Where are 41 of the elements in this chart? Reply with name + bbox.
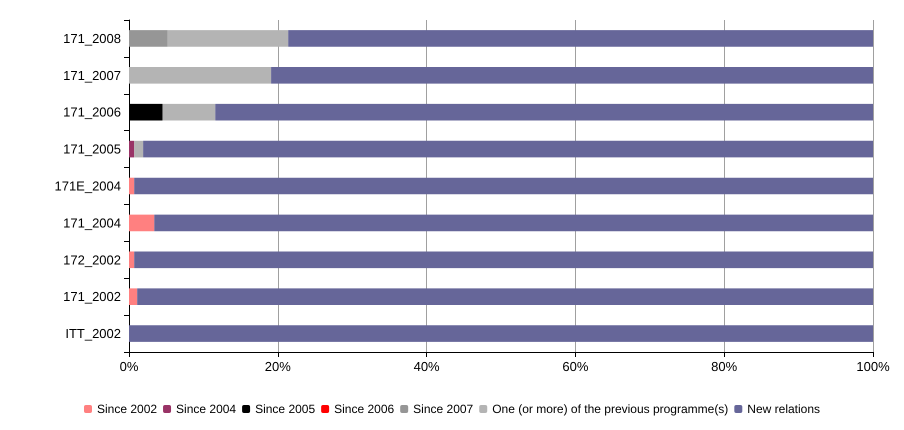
y-tick-label: 171_2002 xyxy=(63,289,121,304)
bar xyxy=(143,140,873,158)
y-tick-label: 171_2006 xyxy=(63,104,121,120)
y-tick-label: 171_2005 xyxy=(63,142,121,157)
y-tick-label: ITT_2002 xyxy=(65,326,121,342)
y-tick-label: 172_2002 xyxy=(63,252,121,268)
bar xyxy=(129,178,134,194)
x-tick-label: 20% xyxy=(264,359,292,374)
bar xyxy=(137,288,873,305)
bar xyxy=(168,30,288,47)
bar xyxy=(134,140,144,158)
bar xyxy=(288,30,873,47)
y-tick-label: 171E_2004 xyxy=(54,178,121,194)
legend-label: New relations xyxy=(747,402,820,416)
bar xyxy=(154,214,873,232)
y-tick-label: 171_2007 xyxy=(63,68,121,83)
bar xyxy=(129,288,138,305)
legend-label: One (or more) of the previous programme(s) xyxy=(492,402,728,416)
y-tick-label: 171_2004 xyxy=(63,215,121,230)
x-tick-label: 60% xyxy=(562,359,589,374)
legend-label: Since 2007 xyxy=(413,402,474,416)
bar xyxy=(129,140,134,158)
bar xyxy=(129,325,873,342)
bar xyxy=(271,67,873,84)
bar xyxy=(162,104,216,121)
bar xyxy=(129,67,272,84)
bar xyxy=(134,178,873,194)
y-tick-label: 171_2008 xyxy=(63,30,121,46)
x-tick-label: 100% xyxy=(856,359,890,374)
bar xyxy=(215,104,873,121)
x-tick-label: 80% xyxy=(711,359,738,374)
bar xyxy=(129,214,154,232)
x-tick-label: 0% xyxy=(120,359,139,374)
bar xyxy=(134,251,873,268)
x-tick-label: 40% xyxy=(414,359,440,374)
bar xyxy=(129,251,134,268)
legend-label: Since 2005 xyxy=(255,402,316,416)
bar xyxy=(129,30,168,47)
legend-label: Since 2006 xyxy=(334,402,395,416)
legend-label: Since 2002 xyxy=(96,402,158,416)
legend-label: Since 2004 xyxy=(176,402,236,416)
